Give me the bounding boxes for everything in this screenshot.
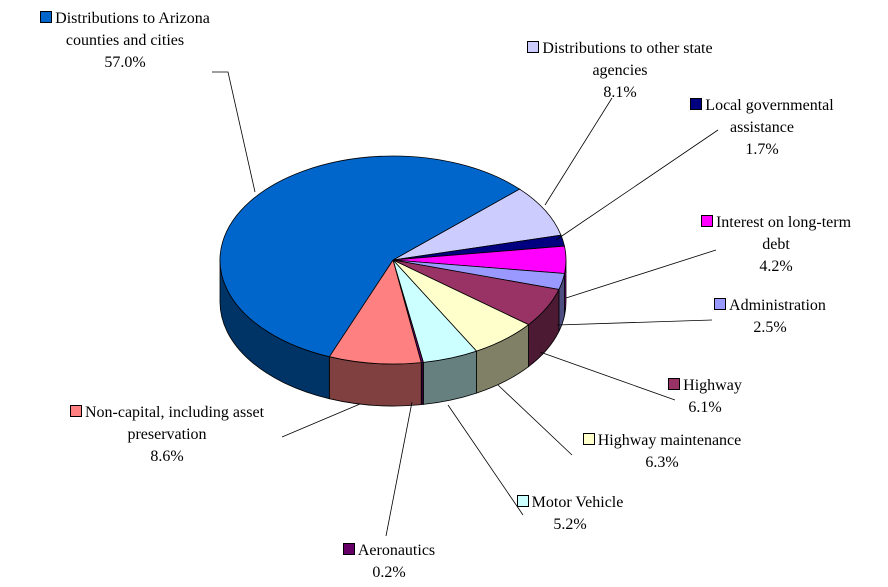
leader-line <box>497 384 573 456</box>
legend-label: Local governmental assistance <box>705 97 834 136</box>
slice <box>219 155 521 358</box>
legend-label: Distributions to other state agencies <box>542 40 713 79</box>
leader-line <box>281 403 361 438</box>
leader-line <box>565 249 717 299</box>
data-label: Administration 2.5% <box>690 295 850 339</box>
leader-line <box>544 97 613 206</box>
legend-label: Administration <box>729 297 826 314</box>
legend-swatch <box>668 378 681 390</box>
legend-swatch <box>527 41 540 53</box>
slice <box>392 188 562 261</box>
value-label: 5.2% <box>553 516 587 533</box>
legend-swatch <box>40 11 53 23</box>
leader-line <box>556 319 713 326</box>
legend-swatch <box>342 543 355 555</box>
leader-line <box>555 129 719 241</box>
legend-label: Highway maintenance <box>597 432 742 449</box>
value-label: 8.1% <box>603 84 637 101</box>
value-label: 57.0% <box>104 54 146 71</box>
value-label: 8.6% <box>150 448 184 465</box>
data-label: Highway maintenance 6.3% <box>562 430 762 474</box>
value-label: 4.2% <box>759 258 793 275</box>
legend-label: Motor Vehicle <box>531 494 624 511</box>
legend-label: Interest on long-term debt <box>715 214 852 253</box>
slice <box>328 259 422 365</box>
leader-line <box>212 71 256 193</box>
slice-side <box>328 356 422 407</box>
data-label: Non-capital, including asset preservatio… <box>47 402 287 468</box>
data-label: Local governmental assistance 1.7% <box>677 95 847 161</box>
value-label: 6.1% <box>688 399 722 416</box>
value-label: 0.2% <box>372 564 406 581</box>
data-label: Distributions to Arizona counties and ci… <box>25 8 225 74</box>
leader-line <box>447 404 524 516</box>
data-label: Motor Vehicle 5.2% <box>485 492 655 536</box>
data-label: Distributions to other state agencies 8.1… <box>510 38 730 104</box>
legend-swatch <box>714 298 727 310</box>
value-label: 1.7% <box>745 141 779 158</box>
legend-swatch <box>69 405 82 417</box>
legend-label: Non-capital, including asset preservatio… <box>84 404 265 443</box>
legend-label: Highway <box>683 377 742 394</box>
data-label: Aeronautics 0.2% <box>314 540 464 584</box>
leader-line <box>539 351 676 401</box>
value-label: 2.5% <box>753 319 787 336</box>
leader-line <box>385 401 413 537</box>
legend-label: Aeronautics <box>357 542 436 559</box>
legend-swatch <box>700 215 713 227</box>
legend-label: Distributions to Arizona counties and ci… <box>55 10 210 49</box>
data-label: Interest on long-term debt 4.2% <box>686 212 866 278</box>
legend-swatch <box>582 433 595 445</box>
value-label: 6.3% <box>645 454 679 471</box>
legend-swatch <box>690 98 703 110</box>
data-label: Highway 6.1% <box>645 375 765 419</box>
legend-swatch <box>516 495 529 507</box>
